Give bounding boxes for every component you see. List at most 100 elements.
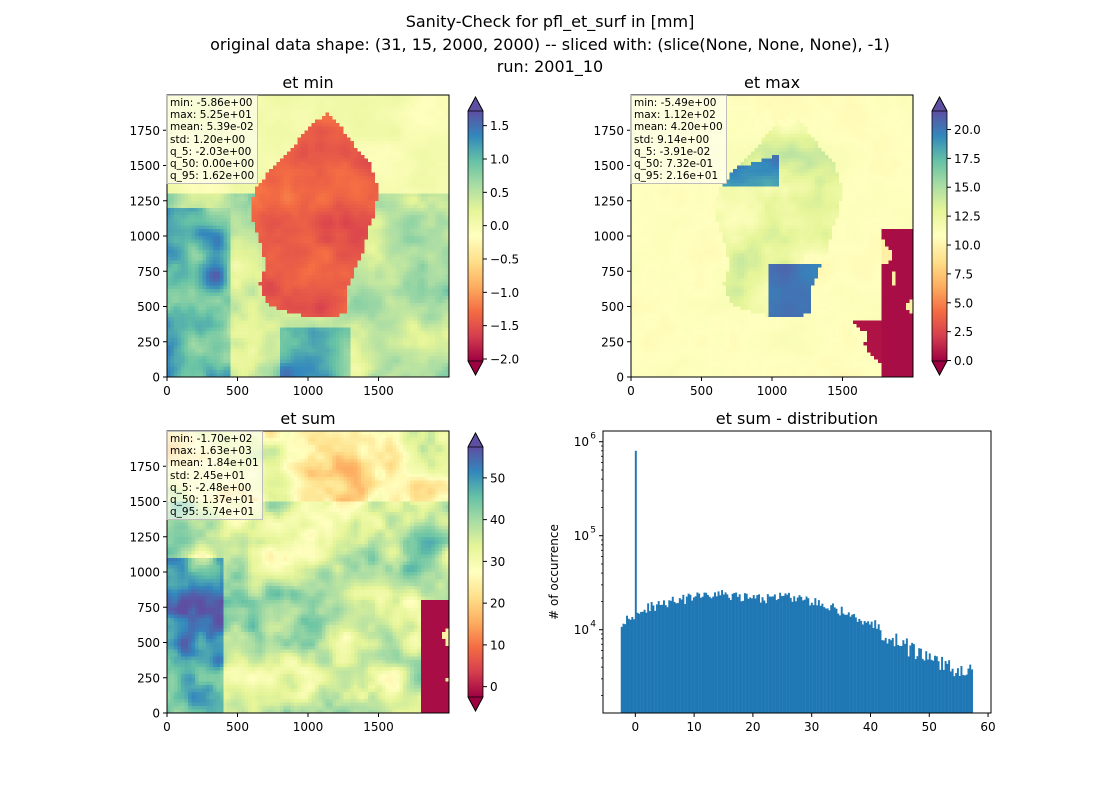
histogram-bar xyxy=(645,612,648,713)
stats-line: mean: 4.20e+00 xyxy=(634,121,723,134)
histogram-bar xyxy=(622,623,625,713)
colorbar-tick-label-et-max: 15.0 xyxy=(954,181,981,195)
colorbar-et-max xyxy=(932,111,947,361)
histogram-bar xyxy=(733,592,736,713)
histogram-bar xyxy=(969,664,972,713)
histogram-bar xyxy=(844,614,847,713)
histogram-bar xyxy=(647,603,650,713)
histogram-bar xyxy=(763,600,766,713)
histogram-bar xyxy=(824,608,827,713)
histogram-bar xyxy=(765,603,768,713)
histogram-bar xyxy=(948,660,951,713)
colorbar-tick-label-et-max: 17.5 xyxy=(954,152,981,166)
histogram-bar xyxy=(666,607,669,713)
histogram-bar xyxy=(828,610,831,713)
stats-box-et-max: min: -5.49e+00 max: 1.12e+02 mean: 4.20e+0… xyxy=(630,95,727,185)
histogram-bar xyxy=(814,598,817,713)
histogram-bar xyxy=(743,593,746,713)
colorbar-et-sum xyxy=(468,447,483,697)
histogram-bar xyxy=(694,596,697,713)
histogram-bar xyxy=(881,640,884,713)
y-tick-label-et-max: 250 xyxy=(601,335,624,349)
histogram-bar xyxy=(856,621,859,713)
histogram-bar xyxy=(795,601,797,713)
histogram-bar xyxy=(939,669,942,713)
x-tick-label-et-min: 0 xyxy=(163,384,171,398)
histogram-bar xyxy=(946,663,949,713)
histogram-bar xyxy=(677,602,680,713)
histogram-bar xyxy=(965,674,968,713)
histogram-bar xyxy=(932,660,935,713)
histogram-bar xyxy=(634,450,637,713)
colorbar-tick-label-et-max: 2.5 xyxy=(954,325,973,339)
y-tick-label-et-min: 500 xyxy=(137,300,160,314)
histogram-bar xyxy=(800,596,803,713)
histogram-bar xyxy=(840,606,843,713)
colorbar-tick-label-et-min: 1.0 xyxy=(490,153,509,167)
histogram-bar xyxy=(670,600,672,713)
histogram-bar xyxy=(923,660,926,713)
histogram-bar xyxy=(905,638,908,713)
colorbar-tick-label-et-min: −1.0 xyxy=(490,286,519,300)
x-tick-label-et-sum-distribution: 60 xyxy=(980,720,995,734)
histogram-bar xyxy=(724,592,727,713)
histogram-bar xyxy=(847,612,850,713)
histogram-bar xyxy=(773,594,776,713)
histogram-bar xyxy=(858,618,861,713)
x-tick-label-et-min: 500 xyxy=(226,384,249,398)
colorbar-tick-label-et-sum: 20 xyxy=(490,597,505,611)
histogram-bar xyxy=(620,626,623,713)
histogram-bar xyxy=(810,602,813,713)
x-tick-label-et-sum-distribution: 50 xyxy=(922,720,937,734)
histogram-bar xyxy=(971,669,973,713)
stats-line: q_95: 5.74e+01 xyxy=(170,506,255,519)
colorbar-tick-label-et-max: 10.0 xyxy=(954,239,981,253)
histogram-bar xyxy=(830,605,833,713)
histogram-bar xyxy=(641,611,644,713)
colorbar-tick-label-et-max: 7.5 xyxy=(954,267,973,281)
histogram-bar xyxy=(937,661,940,713)
histogram-bar xyxy=(643,609,646,713)
y-tick-label-et-sum: 250 xyxy=(137,671,160,685)
histogram-bar xyxy=(807,598,810,713)
histogram-bar xyxy=(701,596,704,713)
histogram-bar xyxy=(809,605,812,713)
histogram-bar xyxy=(712,596,715,713)
histogram-bar xyxy=(772,596,775,713)
histogram-bar xyxy=(761,597,764,713)
stats-box-et-sum: min: -1.70e+02 max: 1.63e+03 mean: 1.84e+0… xyxy=(166,431,263,521)
histogram-bar xyxy=(729,600,732,713)
colorbar-tick-label-et-min: −0.5 xyxy=(490,253,519,267)
colorbar-tick-label-et-sum: 0 xyxy=(490,680,498,694)
histogram-bar xyxy=(941,656,944,713)
stats-line: max: 1.12e+02 xyxy=(634,109,716,122)
histogram-bar xyxy=(747,598,750,713)
histogram-bar xyxy=(872,627,875,713)
histogram-bar xyxy=(900,645,903,713)
y-axis-label-et-sum-distribution: # of occurrence xyxy=(547,524,561,620)
y-tick-label-et-sum: 0 xyxy=(152,707,160,721)
histogram-bar xyxy=(756,595,759,713)
y-tick-label-et-min: 0 xyxy=(152,371,160,385)
stats-line: min: -1.70e+02 xyxy=(170,433,253,445)
histogram-bar xyxy=(963,675,966,713)
histogram-bar xyxy=(650,601,653,713)
histogram-bar xyxy=(659,604,662,713)
histogram-bar xyxy=(685,596,688,713)
y-tick-label-et-min: 1750 xyxy=(129,124,160,138)
histogram-bar xyxy=(962,674,965,713)
histogram-bar xyxy=(708,596,711,713)
histogram-bar xyxy=(802,600,805,713)
histogram-bar xyxy=(877,624,880,713)
histogram-bar xyxy=(875,628,878,713)
y-tick-label-et-min: 1250 xyxy=(129,194,160,208)
histogram-bar xyxy=(955,673,958,713)
histogram-bar xyxy=(766,594,769,713)
histogram-bar xyxy=(821,603,824,713)
axes-frame-et-sum-distribution xyxy=(602,430,992,714)
histogram-bar xyxy=(823,607,826,713)
histogram-bar xyxy=(956,668,959,713)
histogram-bar xyxy=(865,622,868,713)
histogram-bar xyxy=(944,660,947,713)
y-tick-label-et-sum-distribution: 10 xyxy=(574,623,589,637)
